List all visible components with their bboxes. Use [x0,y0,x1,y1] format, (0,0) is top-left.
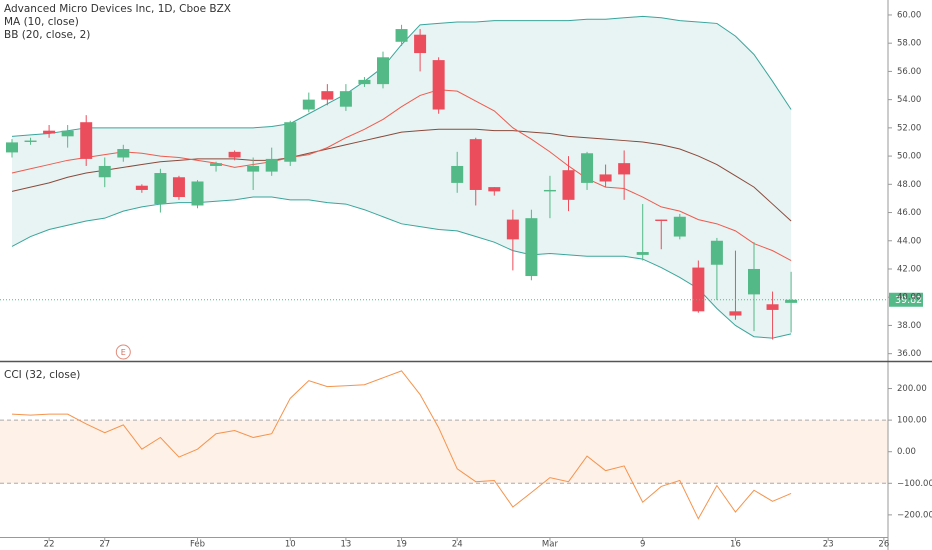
candle-body [154,173,167,205]
x-tick-label: 13 [340,540,351,550]
y-tick-label: 36.00 [897,349,921,359]
candle-body [525,218,538,277]
candle-body [618,163,631,175]
candle-body [117,149,130,158]
x-tick-label: 10 [285,540,296,550]
bb-basis [11,128,792,222]
candle-body [61,130,74,137]
candle-body [785,299,798,303]
candle-body [228,151,241,158]
candle-body [414,34,427,54]
y-tick-label: 52.00 [897,123,921,133]
last-price-tag [889,292,923,307]
candle-body [302,99,315,110]
cci-y-tick-label: −200.00 [897,510,932,520]
candle-body [432,60,445,110]
y-tick-label: 54.00 [897,95,921,105]
candle-body [488,187,501,192]
y-tick-label: 38.00 [897,321,921,331]
candle-body [377,57,389,85]
candle-body [80,122,93,159]
candle-body [506,219,519,240]
candle-body [581,153,594,183]
candle-body [599,174,612,182]
ma-line [11,89,792,261]
cci-y-tick-label: 200.00 [897,384,927,394]
candle-body [729,311,742,316]
candle-body [135,185,148,190]
y-tick-label: 44.00 [897,236,921,246]
y-tick-label: 46.00 [897,208,921,218]
candle-body [655,219,668,222]
candle-body [284,122,297,162]
candle-body [210,163,223,166]
x-tick-label: 26 [878,540,889,550]
y-tick-label: 42.00 [897,264,921,274]
candle-body [98,165,111,178]
candle-body [395,29,408,42]
bb-lower [11,196,792,339]
legend-ma: MA (10, close) [4,16,79,28]
x-tick-label: Feb [190,540,205,550]
candle-body [43,130,56,134]
cci-line [11,370,792,520]
cci-band [0,420,888,484]
candle-body [562,170,575,200]
earnings-circle [115,344,131,360]
x-tick-label: 27 [99,540,110,550]
candle-body [673,216,686,237]
y-tick-label: 56.00 [897,67,921,77]
x-tick-label: Mar [542,540,559,550]
candle-body [766,304,779,310]
y-tick-label: 50.00 [897,152,921,162]
bb-fill [12,16,792,339]
legend-bb: BB (20, close, 2) [4,29,90,41]
candle-body [172,177,185,198]
cci-y-tick-label: −100.00 [897,479,932,489]
legend-cci: CCI (32, close) [4,369,80,381]
cci-y-tick-label: 100.00 [897,416,927,426]
candle-body [358,79,371,85]
x-tick-label: 16 [730,540,741,550]
candle-body [24,140,37,142]
x-tick-label: 9 [640,540,645,550]
cci-y-tick-label: 0.00 [897,447,916,457]
candle-body [710,240,723,265]
candle-body [636,252,649,255]
candle-body [321,91,334,100]
x-tick-label: 19 [396,540,407,550]
x-tick-label: 23 [823,540,834,550]
candle-body [247,165,260,172]
candle-body [6,142,18,153]
chart-title: Advanced Micro Devices Inc, 1D, Cboe BZX [4,3,231,15]
x-tick-label: 22 [44,540,55,550]
candle-body [748,268,760,295]
candle-body [543,189,556,192]
candle-body [339,91,352,107]
y-tick-label: 58.00 [897,39,921,49]
y-tick-label: 60.00 [897,10,921,20]
candle-body [692,267,705,312]
earnings-label: E [121,348,126,357]
candle-body [469,139,482,190]
x-tick-label: 24 [452,540,463,550]
plot-layer: E [0,15,888,520]
last-price-label: 39.82 [895,295,922,306]
y-tick-label: 40.00 [897,293,921,303]
candle-body [191,181,204,206]
y-tick-label: 48.00 [897,180,921,190]
candle-body [451,165,464,183]
candle-body [265,158,278,172]
